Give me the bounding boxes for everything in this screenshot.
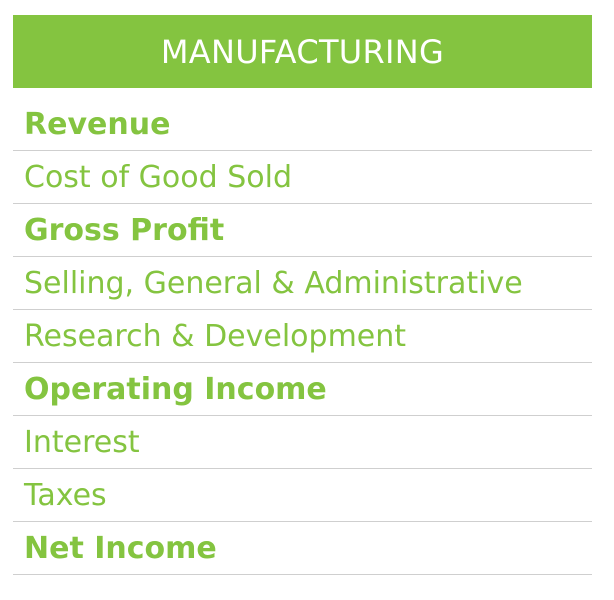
row-label: Net Income	[24, 530, 217, 566]
row-label: Selling, General & Administrative	[24, 265, 523, 301]
row-sga: Selling, General & Administrative	[13, 257, 592, 310]
row-cost-of-good-sold: Cost of Good Sold	[13, 151, 592, 204]
row-net-income: Net Income	[13, 522, 592, 575]
row-label: Gross Profit	[24, 212, 225, 248]
row-taxes: Taxes	[13, 469, 592, 522]
income-statement-card: MANUFACTURING Revenue Cost of Good Sold …	[13, 15, 592, 575]
row-interest: Interest	[13, 416, 592, 469]
section-header: MANUFACTURING	[13, 15, 592, 88]
row-label: Taxes	[24, 477, 107, 513]
row-gross-profit: Gross Profit	[13, 204, 592, 257]
line-item-list: Revenue Cost of Good Sold Gross Profit S…	[13, 98, 592, 575]
row-label: Operating Income	[24, 371, 327, 407]
section-title: MANUFACTURING	[160, 32, 445, 71]
row-label: Revenue	[24, 106, 171, 142]
row-label: Cost of Good Sold	[24, 159, 292, 195]
row-label: Research & Development	[24, 318, 407, 354]
row-revenue: Revenue	[13, 98, 592, 151]
row-label: Interest	[24, 424, 140, 460]
row-operating-income: Operating Income	[13, 363, 592, 416]
row-research-development: Research & Development	[13, 310, 592, 363]
